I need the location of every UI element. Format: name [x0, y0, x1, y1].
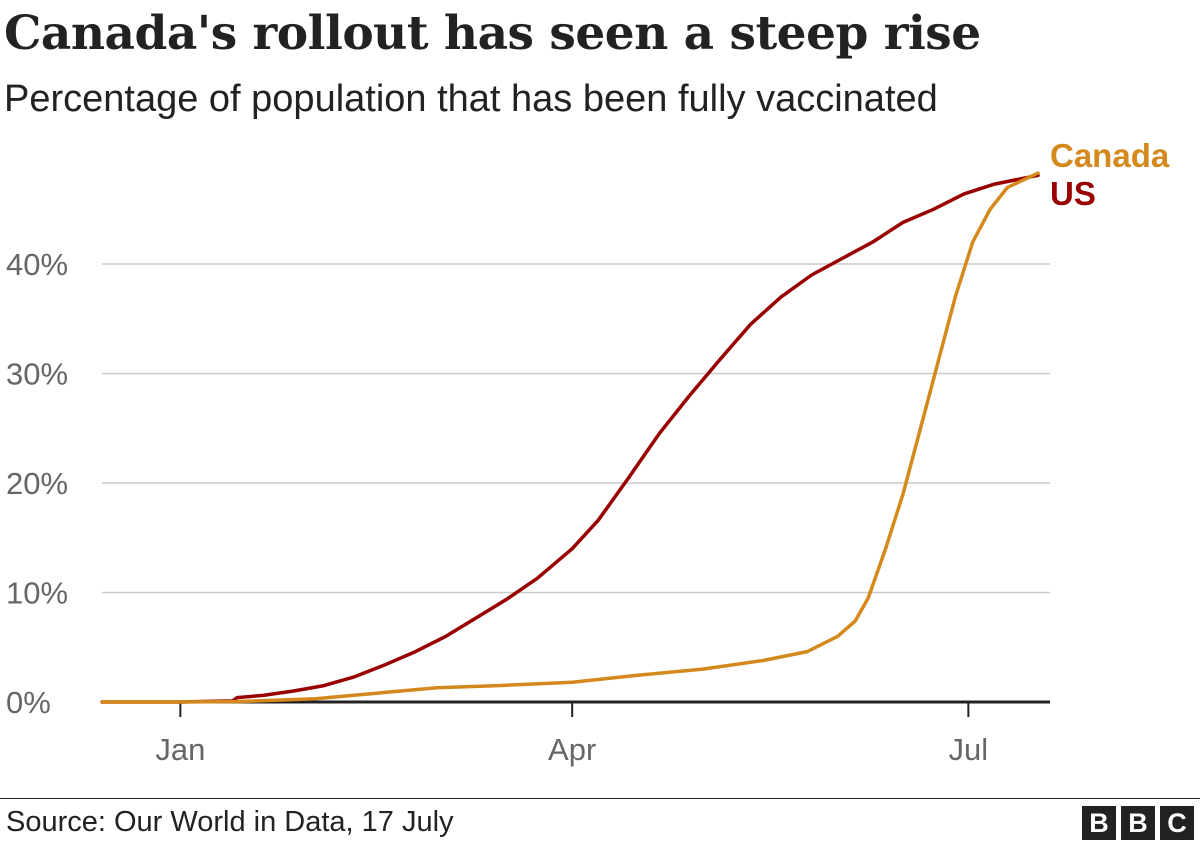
footer-divider: [0, 798, 1200, 799]
x-tick-label: Apr: [548, 732, 596, 767]
chart-subtitle: Percentage of population that has been f…: [4, 78, 938, 120]
x-axis: Jan Apr Jul: [102, 700, 1050, 767]
y-tick-label: 10%: [6, 576, 68, 611]
series-line-us: [100, 173, 1040, 704]
legend-label-us: US: [1050, 175, 1096, 212]
bbc-logo-letter: B: [1121, 806, 1155, 840]
bbc-logo: B B C: [1082, 806, 1194, 840]
y-tick-label: 40%: [6, 247, 68, 282]
y-tick-label: 30%: [6, 357, 68, 392]
y-axis-tick-labels: 0% 10% 20% 30% 40%: [6, 247, 68, 720]
chart-title: Canada's rollout has seen a steep rise: [4, 6, 981, 61]
series-lines: [100, 171, 1040, 704]
series-line-canada: [100, 171, 1040, 704]
legend-label-canada: Canada: [1050, 137, 1170, 174]
y-tick-label: 20%: [6, 466, 68, 501]
bbc-logo-letter: B: [1082, 806, 1116, 840]
source-note: Source: Our World in Data, 17 July: [6, 806, 454, 838]
x-tick-label: Jan: [155, 732, 205, 767]
gridlines: [102, 263, 1050, 594]
bbc-logo-letter: C: [1160, 806, 1194, 840]
y-tick-label: 0%: [6, 685, 51, 720]
x-tick-label: Jul: [949, 732, 989, 767]
